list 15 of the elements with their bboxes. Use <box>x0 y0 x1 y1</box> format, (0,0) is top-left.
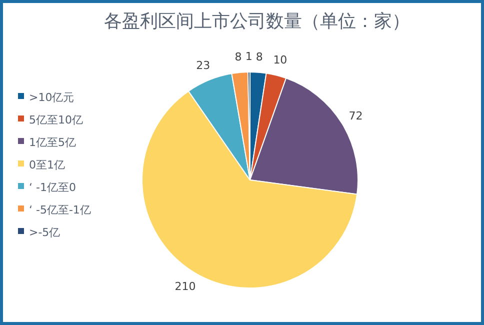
data-label: 8 <box>256 50 263 64</box>
data-label: 8 <box>234 50 242 64</box>
legend-label: ‘ -5亿至-1亿 <box>29 204 91 216</box>
legend-label: 1亿至5亿 <box>29 136 76 149</box>
data-label: 23 <box>196 59 210 72</box>
chart-title: 各盈利区间上市公司数量（单位：家） <box>104 11 410 32</box>
data-label: 10 <box>273 54 288 67</box>
data-label: 210 <box>174 280 196 293</box>
legend-label: >10亿元 <box>29 91 74 104</box>
legend-label: 5亿至10亿 <box>29 114 83 126</box>
data-label: 72 <box>348 109 363 122</box>
legend-label: >-5亿 <box>29 226 60 239</box>
legend-label: ‘ -1亿至0 <box>29 181 76 194</box>
data-label: 1 <box>245 50 252 64</box>
legend-label: 0至1亿 <box>29 158 65 172</box>
